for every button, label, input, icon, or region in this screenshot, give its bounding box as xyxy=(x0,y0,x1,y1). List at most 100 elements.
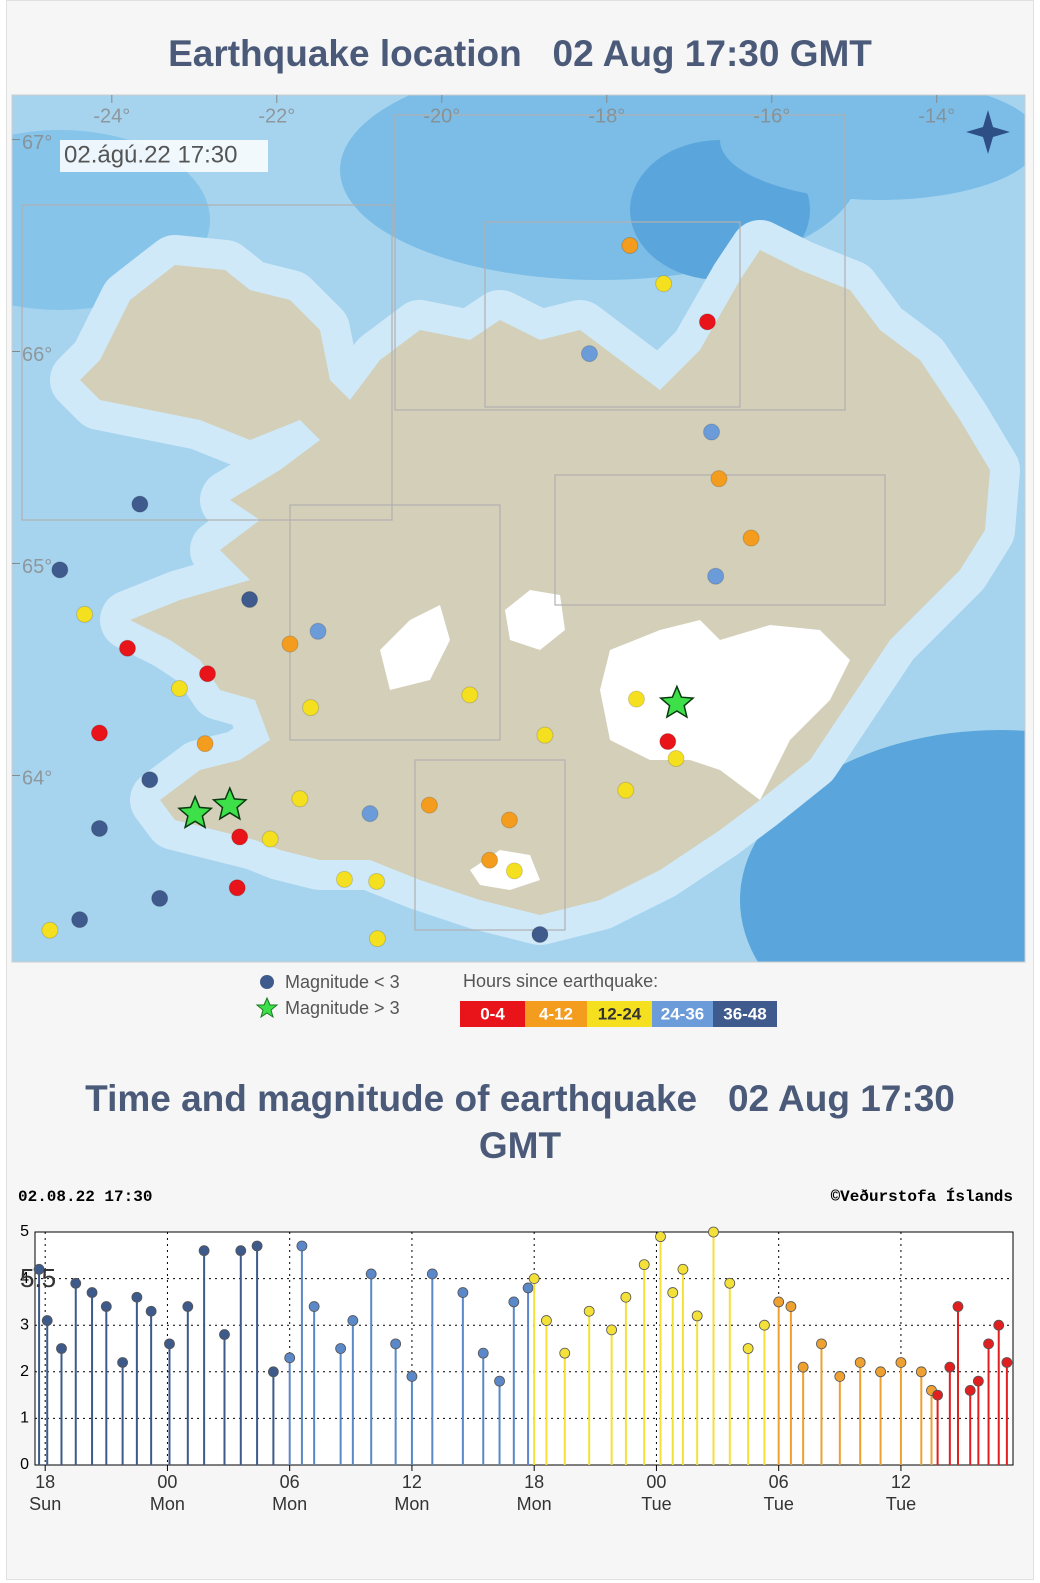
stem-dot xyxy=(308,1301,320,1312)
stem-dot xyxy=(335,1343,347,1354)
stem-dot xyxy=(541,1315,552,1326)
stem-dot xyxy=(198,1245,210,1257)
stem-dot xyxy=(972,1375,984,1387)
earthquake-dot xyxy=(500,811,518,829)
legend-star xyxy=(255,996,279,1019)
x-tick-sublabel: Tue xyxy=(886,1494,916,1514)
stem-dot xyxy=(816,1338,827,1350)
stem-dot xyxy=(426,1268,438,1280)
x-tick-sublabel: Sun xyxy=(29,1494,61,1514)
hours-swatch xyxy=(652,1001,713,1027)
legend-magnitude-large: Magnitude > 3 xyxy=(285,998,400,1018)
stem-dot xyxy=(494,1375,505,1387)
map-title: Earthquake location 02 Aug 17:30 GMT xyxy=(168,33,872,74)
earthquake-dot xyxy=(151,889,169,907)
lat-tick-label: 66° xyxy=(22,344,52,366)
earthquake-dot xyxy=(621,237,639,255)
y-tick-label: 4 xyxy=(20,1270,29,1287)
earthquake-dot xyxy=(617,781,635,799)
x-tick-label: 18 xyxy=(524,1472,544,1492)
stem-dot xyxy=(145,1305,157,1317)
earthquake-dot xyxy=(261,830,279,848)
earthquake-dot xyxy=(141,771,159,789)
stem-dot xyxy=(875,1366,886,1378)
lon-tick-label: -24° xyxy=(93,105,130,127)
stem-dot xyxy=(785,1301,797,1312)
x-tick-label: 06 xyxy=(769,1472,789,1492)
chart-header-right: ©Veðurstofa Íslands xyxy=(831,1187,1013,1206)
chart-frame xyxy=(34,1231,1014,1466)
lat-tick-label: 64° xyxy=(22,768,52,790)
earthquake-dot xyxy=(309,622,327,640)
stem-dot xyxy=(691,1310,703,1322)
stem-dot xyxy=(86,1287,98,1298)
stem-dot xyxy=(724,1277,736,1289)
earthquake-dot xyxy=(742,529,760,547)
stem-dot xyxy=(742,1343,754,1354)
stem-dot xyxy=(365,1268,377,1280)
y-tick-label: 2 xyxy=(20,1363,29,1380)
map-layer: -24° -22° -20° -18° -16° -14° 67° 66° 65° 64° xyxy=(12,95,955,948)
stem-dot xyxy=(164,1338,175,1350)
stem-dot xyxy=(620,1291,632,1303)
earthquake-dot xyxy=(241,591,259,609)
earthquake-dot xyxy=(580,345,598,363)
earthquake-dot xyxy=(291,790,309,808)
stem-dot xyxy=(457,1287,469,1298)
x-tick-sublabel: Mon xyxy=(272,1494,307,1514)
y-tick-label: 5 xyxy=(20,1223,29,1240)
stem-dot xyxy=(895,1357,907,1368)
hours-swatch xyxy=(713,1001,777,1027)
stem-dot xyxy=(41,1315,53,1326)
y-tick-label: 0 xyxy=(20,1456,29,1473)
x-tick-sublabel: Mon xyxy=(517,1494,552,1514)
hours-swatch xyxy=(460,1001,525,1027)
earthquake-dot xyxy=(368,872,386,890)
stem-dot xyxy=(983,1338,994,1350)
chart-title: Time and magnitude of earthquake 02 Aug … xyxy=(85,1078,966,1166)
stem-dot xyxy=(508,1296,520,1308)
map-background xyxy=(12,95,1025,962)
lon-tick-label: -22° xyxy=(258,105,295,127)
stem-dot xyxy=(406,1371,418,1382)
stem-dot xyxy=(251,1240,263,1252)
stem-dot xyxy=(606,1324,618,1336)
stem-dot xyxy=(667,1287,679,1298)
stem-dot xyxy=(854,1357,866,1368)
earthquake-dot xyxy=(655,275,673,293)
stem-dot xyxy=(655,1231,666,1243)
hours-label: 12-24 xyxy=(598,1004,642,1023)
stem-dot xyxy=(797,1361,809,1373)
x-tick-sublabel: Mon xyxy=(394,1494,429,1514)
legend-circle xyxy=(260,975,274,989)
hours-label: 4-12 xyxy=(539,1004,573,1023)
stem-dot xyxy=(834,1371,846,1382)
lon-tick-label: -14° xyxy=(918,105,955,127)
earthquake-dot xyxy=(51,561,69,579)
lon-tick-label: -18° xyxy=(588,105,625,127)
stem-dot xyxy=(1001,1357,1013,1368)
legend-magnitude-small: Magnitude < 3 xyxy=(285,972,400,992)
stem-dot xyxy=(117,1357,129,1368)
lon-tick-label: -16° xyxy=(753,105,790,127)
earthquake-dot xyxy=(302,699,320,717)
earthquake-dot xyxy=(667,749,685,767)
hours-label: 24-36 xyxy=(661,1004,704,1023)
lat-tick-label: 65° xyxy=(22,556,52,578)
x-tick-label: 18 xyxy=(35,1472,55,1492)
stem-dot xyxy=(56,1343,67,1354)
y-tick-label: 1 xyxy=(20,1410,29,1427)
stem-dot xyxy=(182,1301,194,1312)
stem-dot xyxy=(235,1245,247,1257)
stem-dot xyxy=(773,1296,785,1308)
earthquake-dot xyxy=(335,870,353,888)
stem-dot xyxy=(583,1305,595,1317)
lat-tick-label: 67° xyxy=(22,132,52,154)
hours-label: 0-4 xyxy=(480,1004,505,1023)
earthquake-star xyxy=(658,684,695,719)
stem-dot xyxy=(477,1347,489,1359)
stem-dot xyxy=(284,1352,296,1364)
stem-dot xyxy=(759,1319,770,1331)
x-tick-label: 00 xyxy=(646,1472,666,1492)
